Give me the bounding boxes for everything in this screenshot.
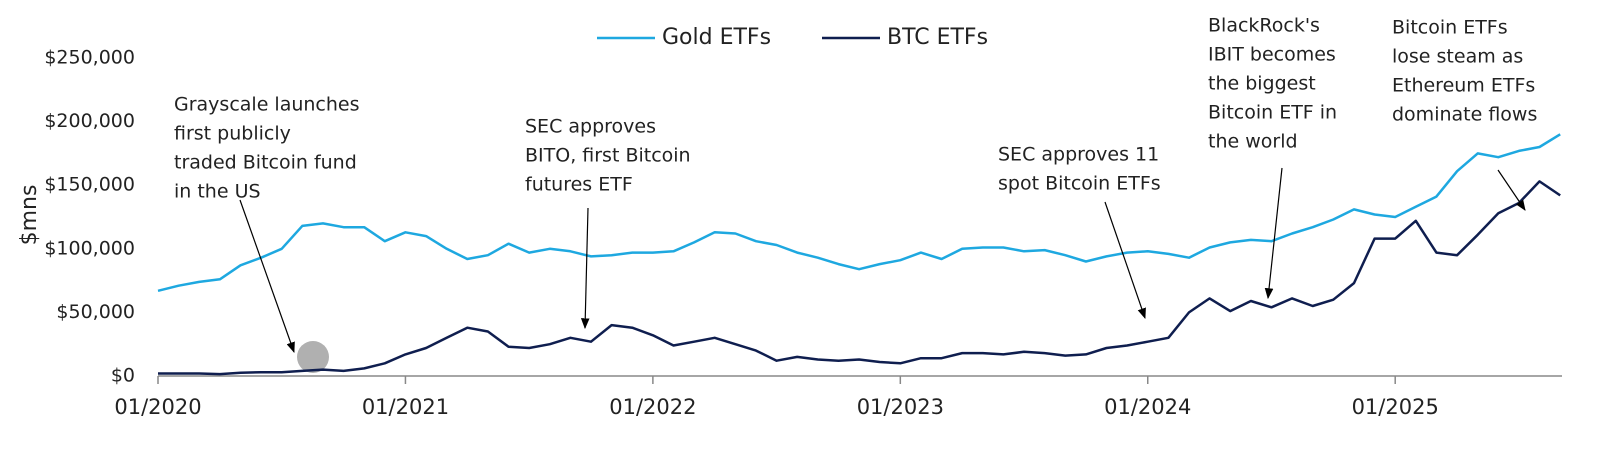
annotation-text: BITO, first Bitcoin xyxy=(525,145,691,167)
annotation-text: the world xyxy=(1208,131,1298,153)
annotation-text: spot Bitcoin ETFs xyxy=(998,173,1161,195)
annotation-text: SEC approves xyxy=(525,116,656,138)
annotation-arrow xyxy=(1104,201,1146,320)
y-tick-label: $50,000 xyxy=(56,301,135,323)
x-tick-label: 01/2020 xyxy=(114,395,201,419)
annotation-text: IBIT becomes xyxy=(1208,44,1336,66)
annotation-text: in the US xyxy=(174,181,261,203)
annotation-text: dominate flows xyxy=(1392,104,1537,126)
y-tick-label: $200,000 xyxy=(44,110,135,132)
highlight-dot xyxy=(297,341,329,373)
annotation-arrow xyxy=(1497,169,1526,211)
annotation-text: BlackRock's xyxy=(1208,15,1320,37)
annotation-text: Bitcoin ETF in xyxy=(1208,102,1337,124)
series-line xyxy=(158,180,1561,376)
annotation-arrow xyxy=(239,199,295,354)
x-tick-label: 01/2024 xyxy=(1104,395,1191,419)
annotation-text: SEC approves 11 xyxy=(998,144,1159,166)
annotation-text: first publicly xyxy=(174,123,291,145)
y-axis-label: $mns xyxy=(17,185,42,246)
x-tick-label: 01/2025 xyxy=(1352,395,1439,419)
annotation-text: Bitcoin ETFs xyxy=(1392,17,1508,39)
annotation-text: lose steam as xyxy=(1392,46,1523,68)
annotation-text: futures ETF xyxy=(525,174,633,196)
y-tick-label: $150,000 xyxy=(44,174,135,196)
x-tick-label: 01/2022 xyxy=(609,395,696,419)
annotation-text: Ethereum ETFs xyxy=(1392,75,1535,97)
legend-label: Gold ETFs xyxy=(662,25,771,50)
y-tick-label: $250,000 xyxy=(44,47,135,69)
x-tick-label: 01/2021 xyxy=(362,395,449,419)
y-tick-label: $100,000 xyxy=(44,237,135,259)
y-tick-label: $0 xyxy=(111,365,135,387)
annotation-arrow xyxy=(580,207,590,330)
annotation-text: the biggest xyxy=(1208,73,1316,95)
annotation-arrow xyxy=(1264,167,1283,300)
x-tick-label: 01/2023 xyxy=(857,395,944,419)
series-line xyxy=(157,133,1561,293)
legend-label: BTC ETFs xyxy=(887,25,988,50)
annotation-text: traded Bitcoin fund xyxy=(174,152,357,174)
annotation-text: Grayscale launches xyxy=(174,94,360,116)
